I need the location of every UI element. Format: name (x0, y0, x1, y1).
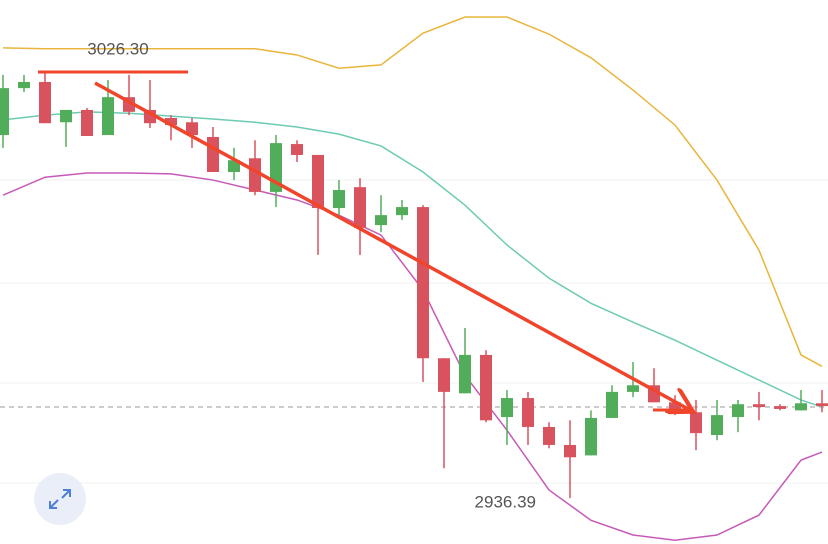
candle-body (39, 81, 51, 124)
expand-bg[interactable] (34, 473, 86, 525)
candle-body (816, 403, 828, 407)
candle-body (627, 385, 639, 392)
candle-body (711, 415, 723, 436)
trend-arrow (94, 81, 690, 410)
arrow (94, 81, 690, 410)
candle-body (102, 97, 114, 136)
candle-body (753, 404, 765, 408)
min-label: 2936.39 (475, 493, 536, 512)
candle-body (18, 81, 30, 89)
candle-body (333, 190, 345, 209)
bands (2, 16, 823, 541)
candle-body (396, 207, 408, 216)
candle-body (291, 144, 303, 155)
candle-body (795, 403, 807, 411)
candle-body (312, 154, 324, 209)
expand-button[interactable] (34, 473, 86, 525)
candle-body (501, 398, 513, 418)
band-line (2, 16, 823, 367)
candle-body (522, 398, 534, 427)
candle-body (375, 215, 387, 226)
candle-body (459, 354, 471, 394)
candle-body (585, 417, 597, 456)
candle-body (564, 444, 576, 458)
candle-body (606, 391, 618, 418)
candle-body (774, 406, 786, 409)
candle-body (249, 158, 261, 192)
candle-body (165, 117, 177, 126)
candle-body (690, 412, 702, 434)
candle-body (60, 109, 72, 123)
candle-body (81, 109, 93, 136)
grid (0, 179, 828, 484)
candle-body (732, 404, 744, 418)
candle-body (207, 136, 219, 173)
candle-body (417, 207, 429, 359)
candles (0, 72, 828, 499)
expand-icon[interactable] (49, 489, 71, 509)
candle-body (480, 354, 492, 421)
candle-body (438, 358, 450, 392)
band-line (2, 111, 823, 408)
labels: 3026.30 2936.39 (38, 40, 536, 512)
band-line (2, 172, 823, 541)
candle-body (186, 122, 198, 136)
candle-body (228, 160, 240, 173)
max-label: 3026.30 (87, 40, 148, 59)
candle-body (354, 187, 366, 228)
candle-body (543, 426, 555, 445)
candle-body (0, 88, 9, 136)
